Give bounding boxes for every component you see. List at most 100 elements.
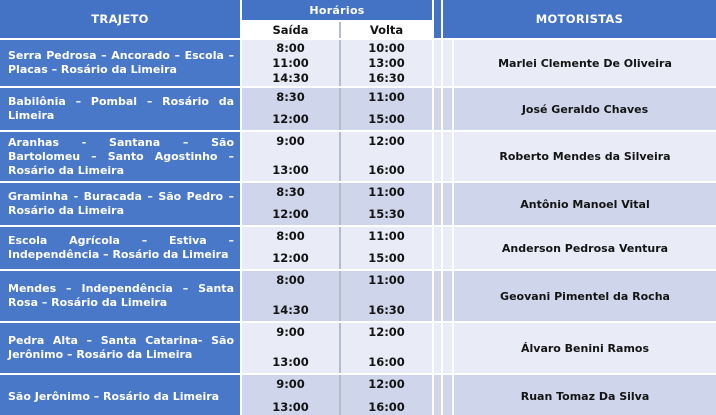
saida-time: 8:30 (276, 185, 305, 199)
saida-time: 8:00 (276, 40, 305, 55)
saida-time: 11:00 (272, 55, 309, 70)
volta-times: 11:00 15:00 (341, 227, 432, 269)
route-text: Mendes – Independência – Santa Rosa – Ro… (8, 282, 234, 309)
saida-times: 8:00 11:00 14:30 (242, 40, 339, 86)
route-text: Babilônia – Pombal – Rosário da Limeira (8, 95, 234, 122)
spacer-cell (434, 88, 441, 130)
volta-time: 10:00 (368, 40, 405, 55)
spacer-cell (434, 40, 441, 86)
route-text: São Jerônimo – Rosário da Limeira (8, 389, 220, 403)
route-text: Escola Agrícola – Estiva – Independência… (8, 234, 234, 261)
volta-time: 12:00 (368, 325, 405, 339)
route-cell: Escola Agrícola – Estiva – Independência… (0, 227, 240, 269)
volta-time: 16:00 (368, 355, 405, 369)
header-saida-volta: Saída Volta (242, 22, 432, 38)
saida-time: 8:30 (276, 90, 305, 104)
volta-times: 12:00 16:00 (341, 375, 432, 415)
driver-cell: Marlei Clemente De Oliveira (454, 40, 716, 86)
volta-time: 13:00 (368, 55, 405, 70)
spacer-cell (443, 132, 452, 181)
volta-times: 11:00 15:30 (341, 183, 432, 225)
volta-time: 11:00 (368, 229, 405, 243)
volta-time: 15:00 (368, 112, 405, 126)
saida-time: 13:00 (272, 355, 309, 369)
driver-cell: Anderson Pedrosa Ventura (454, 227, 716, 269)
spacer-cell (443, 183, 452, 225)
times-cell: 8:00 14:30 11:00 16:30 (242, 271, 432, 321)
times-cell: 8:30 12:00 11:00 15:00 (242, 88, 432, 130)
saida-times: 8:30 12:00 (242, 88, 339, 130)
saida-time: 8:00 (276, 229, 305, 243)
header-horarios: Horários (242, 0, 432, 20)
header-spacer (434, 0, 441, 38)
saida-time: 14:30 (272, 303, 309, 317)
driver-cell: Álvaro Benini Ramos (454, 323, 716, 373)
header-saida: Saída (272, 23, 309, 37)
times-cell: 8:00 11:00 14:30 10:00 13:00 16:30 (242, 40, 432, 86)
route-cell: São Jerônimo – Rosário da Limeira (0, 375, 240, 415)
driver-cell: José Geraldo Chaves (454, 88, 716, 130)
spacer-cell (434, 271, 441, 321)
column-divider (339, 88, 341, 130)
route-cell: Aranhas - Santana – São Bartolomeu – San… (0, 132, 240, 181)
saida-time: 12:00 (272, 251, 309, 265)
volta-time: 12:00 (368, 134, 405, 148)
route-text: Serra Pedrosa – Ancorado – Escola – Plac… (8, 49, 234, 76)
column-divider (339, 375, 341, 415)
header-motoristas: MOTORISTAS (443, 0, 716, 38)
spacer-cell (434, 227, 441, 269)
route-cell: Pedra Alta – Santa Catarina- São Jerônim… (0, 323, 240, 373)
column-divider (339, 183, 341, 225)
spacer-cell (434, 183, 441, 225)
spacer-cell (434, 375, 441, 415)
volta-times: 12:00 16:00 (341, 323, 432, 373)
volta-time: 16:30 (368, 70, 405, 85)
route-text: Pedra Alta – Santa Catarina- São Jerônim… (8, 334, 234, 361)
saida-time: 9:00 (276, 134, 305, 148)
saida-times: 8:00 14:30 (242, 271, 339, 321)
saida-time: 8:00 (276, 273, 305, 287)
saida-times: 8:30 12:00 (242, 183, 339, 225)
times-cell: 9:00 13:00 12:00 16:00 (242, 132, 432, 181)
saida-time: 13:00 (272, 163, 309, 177)
volta-time: 16:00 (368, 163, 405, 177)
spacer-cell (443, 375, 452, 415)
spacer-cell (434, 323, 441, 373)
volta-time: 15:30 (368, 207, 405, 221)
spacer-cell (434, 132, 441, 181)
volta-time: 12:00 (368, 377, 405, 391)
saida-times: 9:00 13:00 (242, 132, 339, 181)
saida-time: 13:00 (272, 400, 309, 414)
driver-cell: Geovani Pimentel da Rocha (454, 271, 716, 321)
route-cell: Babilônia – Pombal – Rosário da Limeira (0, 88, 240, 130)
saida-times: 9:00 13:00 (242, 323, 339, 373)
volta-time: 16:30 (368, 303, 405, 317)
saida-time: 14:30 (272, 70, 309, 85)
times-cell: 9:00 13:00 12:00 16:00 (242, 375, 432, 415)
volta-times: 11:00 15:00 (341, 88, 432, 130)
saida-time: 12:00 (272, 112, 309, 126)
column-divider (339, 40, 341, 86)
header-volta: Volta (369, 23, 404, 37)
volta-times: 11:00 16:30 (341, 271, 432, 321)
spacer-cell (443, 323, 452, 373)
column-divider (339, 323, 341, 373)
route-cell: Graminha - Buracada – São Pedro – Rosári… (0, 183, 240, 225)
saida-times: 8:00 12:00 (242, 227, 339, 269)
route-text: Graminha - Buracada – São Pedro – Rosári… (8, 190, 234, 217)
saida-time: 12:00 (272, 207, 309, 221)
route-cell: Serra Pedrosa – Ancorado – Escola – Plac… (0, 40, 240, 86)
times-cell: 8:00 12:00 11:00 15:00 (242, 227, 432, 269)
saida-times: 9:00 13:00 (242, 375, 339, 415)
volta-times: 10:00 13:00 16:30 (341, 40, 432, 86)
route-cell: Mendes – Independência – Santa Rosa – Ro… (0, 271, 240, 321)
spacer-cell (443, 227, 452, 269)
volta-time: 11:00 (368, 273, 405, 287)
column-divider (339, 132, 341, 181)
route-text: Aranhas - Santana – São Bartolomeu – San… (8, 135, 234, 177)
spacer-cell (443, 271, 452, 321)
column-divider (339, 22, 341, 38)
volta-times: 12:00 16:00 (341, 132, 432, 181)
driver-cell: Roberto Mendes da Silveira (454, 132, 716, 181)
